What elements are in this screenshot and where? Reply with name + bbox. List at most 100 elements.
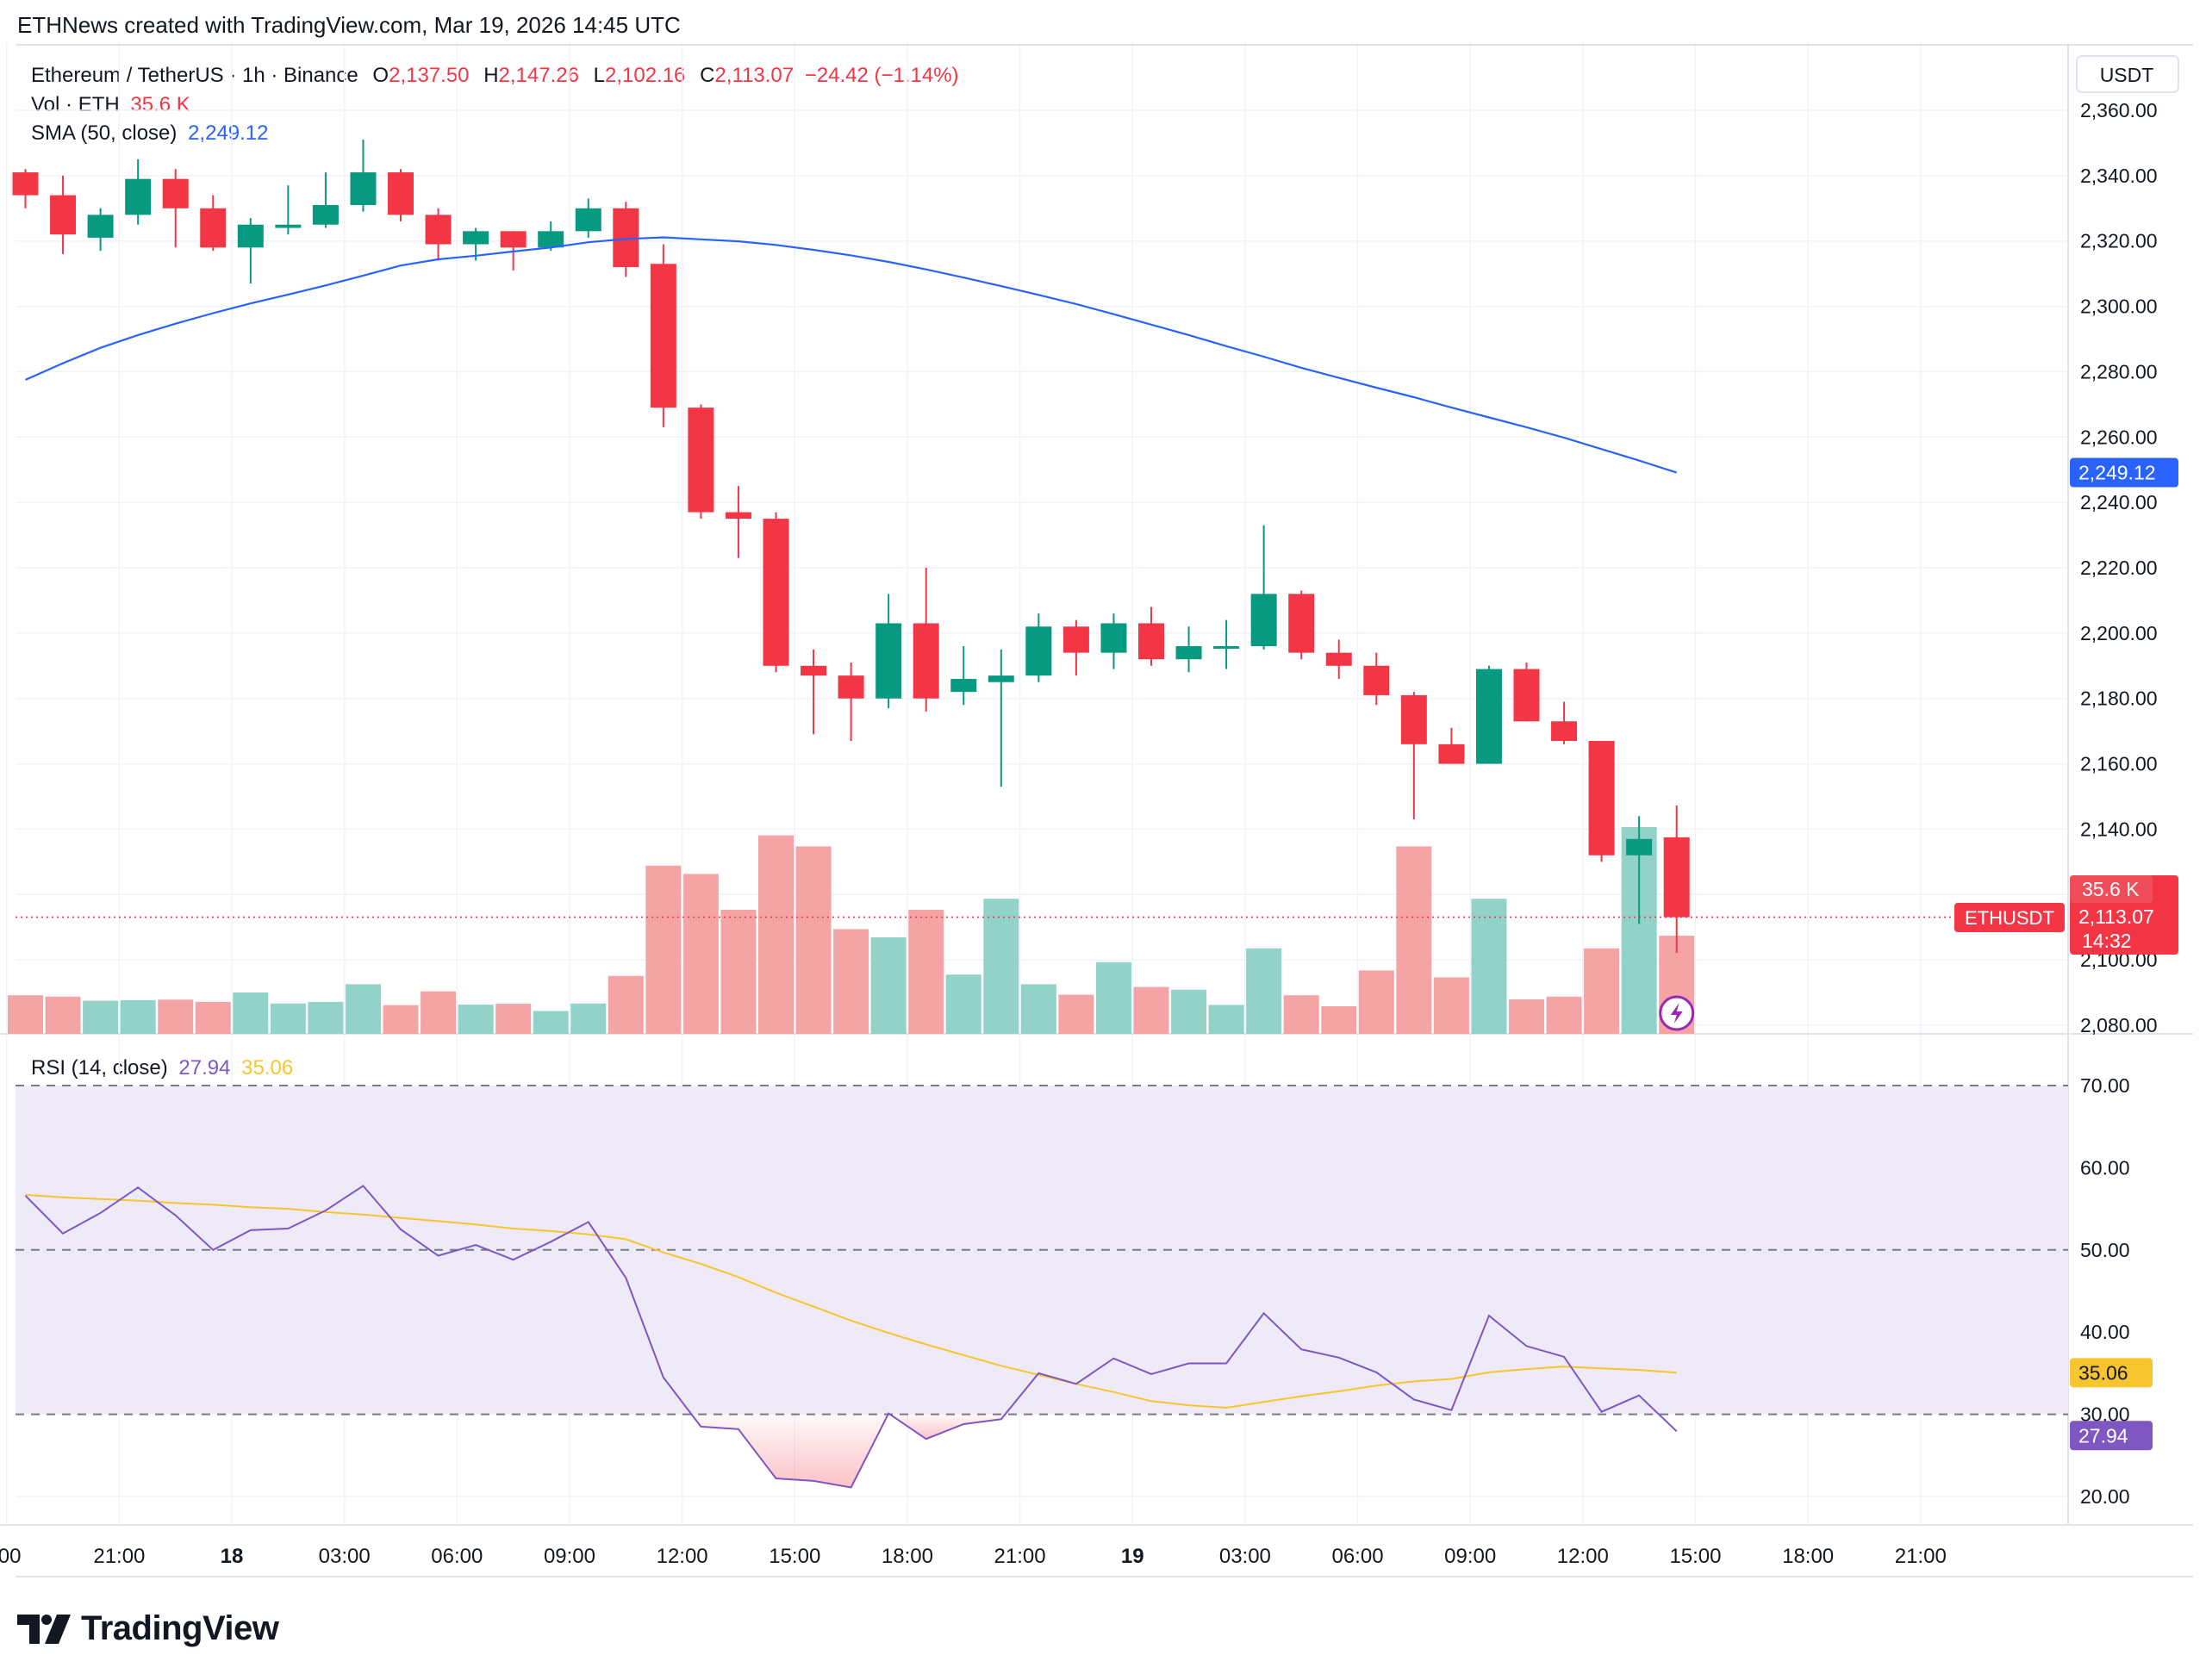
time-tick-label: 15:00 xyxy=(769,1545,820,1568)
candle-body xyxy=(1551,721,1578,742)
volume-bar xyxy=(8,995,43,1034)
volume-legend: Vol · ETH 35.6 K xyxy=(31,93,196,117)
candle-body xyxy=(1062,626,1089,653)
rsi-tick-label: 70.00 xyxy=(2080,1074,2130,1097)
alert-bolt-icon[interactable] xyxy=(1659,995,1695,1031)
low-label: L xyxy=(593,64,605,87)
countdown-tag: 14:32 xyxy=(2082,930,2132,952)
price-tick-label: 2,180.00 xyxy=(2080,688,2158,710)
tradingview-logo[interactable]: TradingView xyxy=(17,1609,279,1648)
price-tick-label: 2,080.00 xyxy=(2080,1014,2158,1036)
sma-label[interactable]: SMA (50, close) xyxy=(31,121,178,145)
volume-bar xyxy=(983,899,1019,1034)
volume-bar xyxy=(1321,1006,1357,1034)
volume-tag-bg xyxy=(2070,875,2153,903)
candle-body xyxy=(725,512,751,520)
rsi-ma-value: 35.06 xyxy=(241,1056,294,1080)
symbol-title[interactable]: Ethereum / TetherUS · 1h · Binance xyxy=(31,64,358,87)
candle-body xyxy=(763,519,789,666)
sma-line xyxy=(25,236,1678,474)
candle-body xyxy=(650,264,676,408)
low-value: 2,102.16 xyxy=(604,64,686,87)
candle-body xyxy=(200,208,227,248)
candle-body xyxy=(463,231,489,245)
volume-bar xyxy=(383,1005,419,1034)
candle-body xyxy=(1663,837,1690,918)
time-tick-label: 03:00 xyxy=(319,1545,371,1568)
volume-bar xyxy=(870,937,907,1034)
time-tick-label: 21:00 xyxy=(93,1545,145,1568)
candle-body xyxy=(162,178,189,208)
time-tick-label: 18 xyxy=(221,1545,244,1568)
volume-bar xyxy=(833,929,869,1034)
candle-body xyxy=(838,675,864,699)
rsi-tag: 27.94 xyxy=(2078,1424,2128,1447)
currency-box xyxy=(2076,55,2179,93)
candle-body xyxy=(1025,626,1052,676)
time-tick-label: 18:00 xyxy=(1782,1545,1834,1568)
candle-body xyxy=(1213,646,1240,650)
sma-price-tag-bg xyxy=(2070,457,2178,488)
candle-body xyxy=(237,224,264,248)
oversold-area xyxy=(889,1414,1006,1440)
price-tick-label: 2,220.00 xyxy=(2080,557,2158,579)
volume-bar xyxy=(495,1004,532,1034)
time-tick-label: :00 xyxy=(0,1545,21,1568)
candle-body xyxy=(988,675,1014,682)
volume-bar xyxy=(1133,986,1169,1034)
volume-bar xyxy=(533,1011,569,1034)
rsi-ma-line xyxy=(25,1193,1677,1409)
candle-body xyxy=(388,172,414,215)
candle-body xyxy=(50,195,77,235)
volume-bar xyxy=(570,1003,607,1034)
time-tick-label: 18:00 xyxy=(882,1545,933,1568)
last-price-tag: 2,113.07 xyxy=(2078,905,2154,928)
volume-label[interactable]: Vol · ETH xyxy=(31,93,120,116)
sma-price-tag: 2,249.12 xyxy=(2078,462,2156,484)
candle-body xyxy=(12,172,39,196)
time-tick-label: 15:00 xyxy=(1669,1545,1721,1568)
price-tick-label: 2,280.00 xyxy=(2080,360,2158,383)
price-tick-label: 2,140.00 xyxy=(2080,818,2158,840)
candle-body xyxy=(801,665,827,676)
volume-bar xyxy=(1020,984,1056,1034)
rsi-legend: RSI (14, close) 27.94 35.06 xyxy=(31,1056,298,1080)
candle-body xyxy=(87,215,114,238)
time-tick-label: 09:00 xyxy=(1444,1545,1496,1568)
time-tick-label: 19 xyxy=(1121,1545,1144,1568)
rsi-tick-label: 50.00 xyxy=(2080,1239,2130,1261)
candle-body xyxy=(575,208,601,232)
rsi-ma-tag-bg xyxy=(2070,1358,2153,1388)
candle-body xyxy=(1513,669,1540,722)
volume-bar xyxy=(158,999,194,1034)
candle-body xyxy=(1626,838,1653,856)
volume-bar xyxy=(1509,999,1544,1034)
candle-body xyxy=(1363,665,1390,695)
candle-body xyxy=(1475,669,1502,764)
volume-bar xyxy=(908,910,944,1034)
candle-body xyxy=(1138,623,1164,660)
time-tick-label: 21:00 xyxy=(1895,1545,1947,1568)
rsi-tick-label: 60.00 xyxy=(2080,1156,2130,1179)
candle-body xyxy=(350,172,377,205)
rsi-value: 27.94 xyxy=(178,1056,231,1080)
volume-bar xyxy=(45,996,81,1034)
volume-bar xyxy=(945,974,981,1034)
time-tick-label: 12:00 xyxy=(657,1545,708,1568)
time-tick-label: 12:00 xyxy=(1557,1545,1609,1568)
volume-bar xyxy=(645,865,682,1034)
volume-value: 35.6 K xyxy=(130,93,190,116)
open-value: 2,137.50 xyxy=(389,64,470,87)
time-tick-label: 21:00 xyxy=(994,1545,1046,1568)
candle-body xyxy=(688,408,714,513)
volume-bar xyxy=(421,991,457,1034)
rsi-label[interactable]: RSI (14, close) xyxy=(31,1056,168,1080)
high-value: 2,147.26 xyxy=(498,64,579,87)
volume-bars xyxy=(8,827,1695,1034)
candle-body xyxy=(1400,694,1427,744)
close-label: C xyxy=(700,64,715,87)
tradingview-mark-icon xyxy=(17,1614,71,1644)
rsi-ma-tag: 35.06 xyxy=(2078,1361,2128,1384)
